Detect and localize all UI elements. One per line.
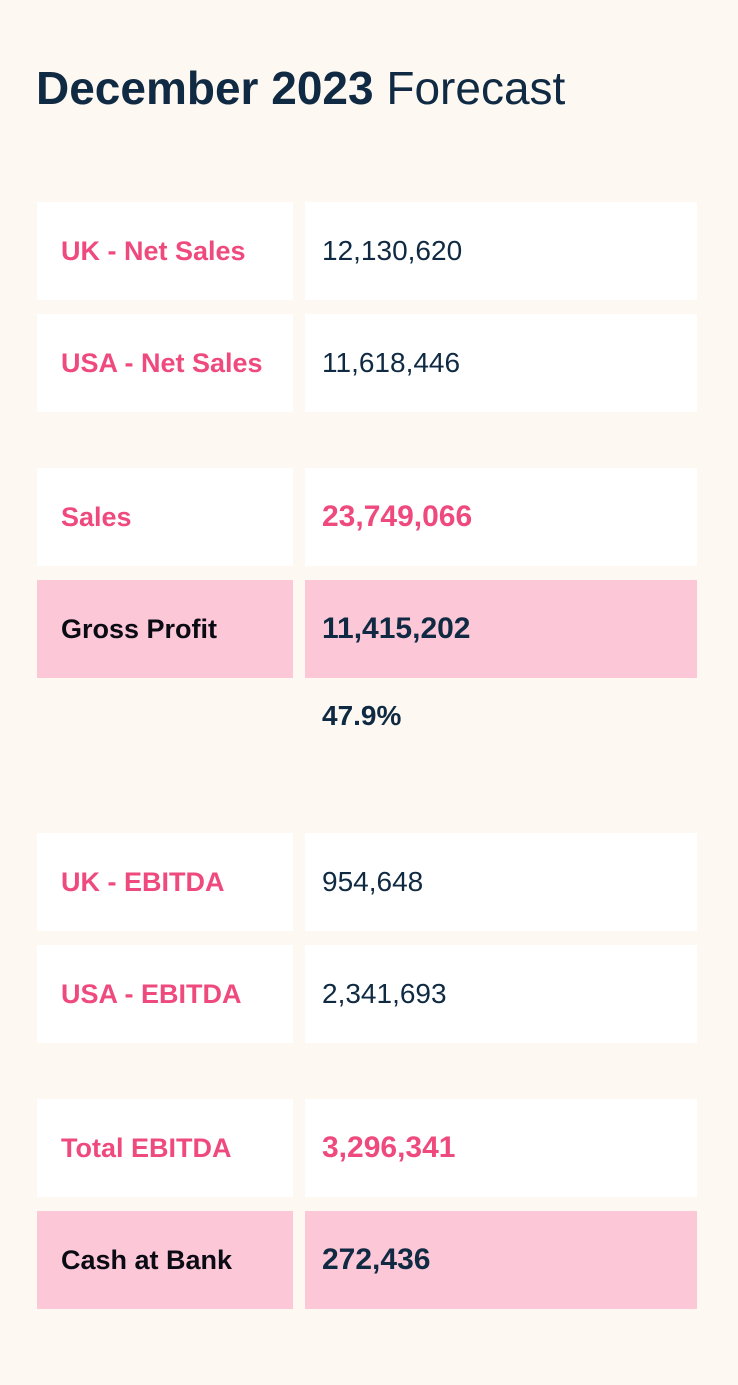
uk-net-sales-label: UK - Net Sales	[61, 235, 246, 266]
total-ebitda-label: Total EBITDA	[61, 1132, 232, 1163]
usa-ebitda-label-cell: USA - EBITDA	[37, 945, 293, 1043]
gross-profit-value-cell: 11,415,202	[305, 580, 697, 678]
gross-profit-label: Gross Profit	[61, 613, 218, 644]
sales-label-cell: Sales	[37, 468, 293, 566]
uk-ebitda-value-cell: 954,648	[305, 833, 697, 931]
usa-ebitda-value-cell: 2,341,693	[305, 945, 697, 1043]
total-ebitda-value-cell: 3,296,341	[305, 1099, 697, 1197]
usa-net-sales-value: 11,618,446	[322, 347, 461, 378]
uk-ebitda-label-cell: UK - EBITDA	[37, 833, 293, 931]
gross-margin-percent: 47.9%	[322, 700, 402, 731]
uk-ebitda-label: UK - EBITDA	[61, 866, 225, 897]
uk-net-sales-label-cell: UK - Net Sales	[37, 202, 293, 300]
uk-net-sales-value: 12,130,620	[322, 235, 463, 266]
sales-value-cell: 23,749,066	[305, 468, 697, 566]
page-title-month: December 2023	[36, 62, 374, 114]
gross-profit-value: 11,415,202	[322, 612, 471, 645]
page-title: December 2023 Forecast	[36, 58, 565, 118]
cash-at-bank-value: 272,436	[322, 1243, 431, 1276]
cash-at-bank-label-cell: Cash at Bank	[37, 1211, 293, 1309]
uk-net-sales-value-cell: 12,130,620	[305, 202, 697, 300]
cash-at-bank-label: Cash at Bank	[61, 1244, 233, 1275]
total-ebitda-label-cell: Total EBITDA	[37, 1099, 293, 1197]
gross-profit-label-cell: Gross Profit	[37, 580, 293, 678]
sales-label: Sales	[61, 501, 132, 532]
page-title-suffix: Forecast	[386, 62, 566, 114]
sales-value: 23,749,066	[322, 500, 473, 533]
total-ebitda-value: 3,296,341	[322, 1131, 456, 1164]
cash-at-bank-value-cell: 272,436	[305, 1211, 697, 1309]
usa-net-sales-label-cell: USA - Net Sales	[37, 314, 293, 412]
usa-ebitda-value: 2,341,693	[322, 978, 447, 1009]
uk-ebitda-value: 954,648	[322, 866, 424, 897]
usa-net-sales-label: USA - Net Sales	[61, 347, 263, 378]
usa-ebitda-label: USA - EBITDA	[61, 978, 242, 1009]
usa-net-sales-value-cell: 11,618,446	[305, 314, 697, 412]
